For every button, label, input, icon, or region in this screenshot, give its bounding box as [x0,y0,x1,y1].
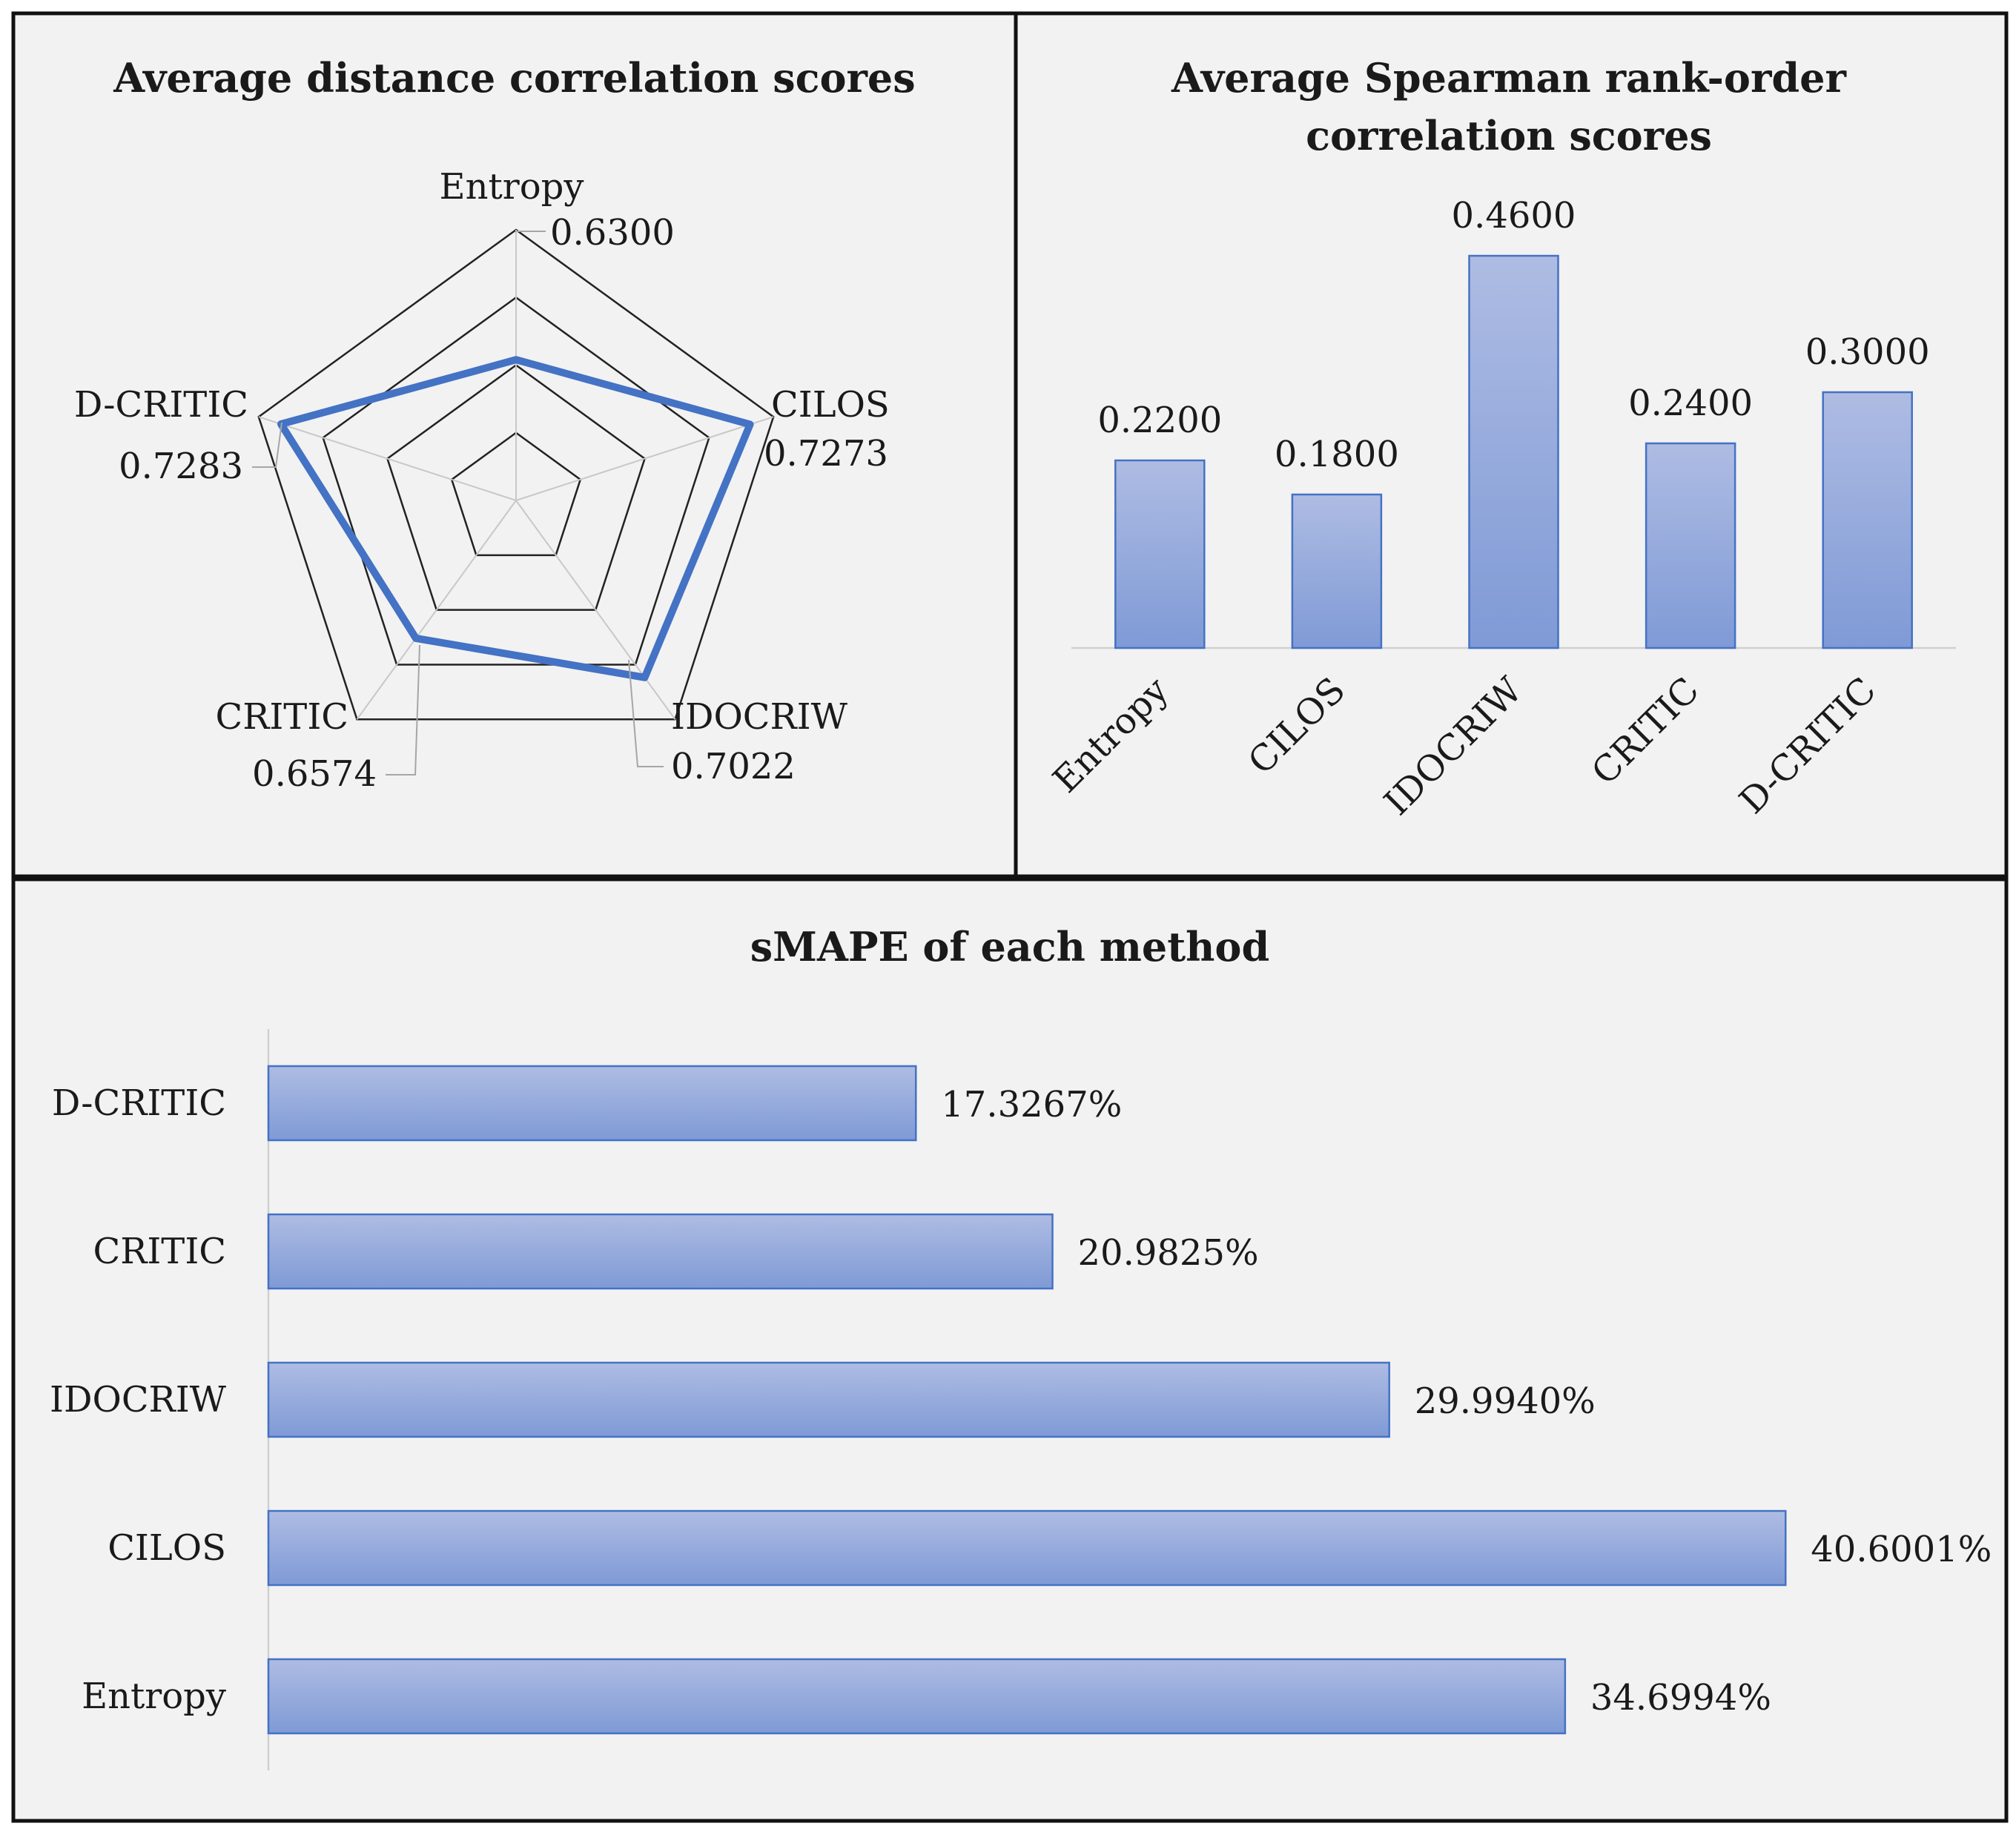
spearman-value-label-cilos: 0.1800 [1275,434,1399,475]
smape-tick-label-d-critic: D-CRITIC [52,1082,226,1124]
radar-title: Average distance correlation scores [113,54,915,102]
smape-value-label-entropy: 34.6994% [1590,1677,1771,1719]
smape-tick-label-entropy: Entropy [82,1676,226,1717]
spearman-bar-idocriw [1468,254,1559,649]
smape-bar-d-critic [267,1065,917,1142]
smape-tick-label-idocriw: IDOCRIW [50,1379,227,1420]
radar-spoke [515,500,676,720]
radar-axis-label-d-critic: D-CRITIC [74,384,248,426]
radar-axis-label-entropy: Entropy [440,166,584,208]
smape-value-label-idocriw: 29.9940% [1415,1380,1596,1422]
smape-tick-label-cilos: CILOS [108,1527,226,1569]
spearman-bar-cilos [1291,493,1383,649]
smape-bar-cilos [267,1509,1787,1587]
spearman-title-line1: Average Spearman rank-order [1171,54,1846,102]
radar-value-label-cilos: 0.7273 [764,433,888,474]
spearman-value-label-critic: 0.2400 [1628,383,1753,424]
spearman-bar-d-critic [1822,391,1913,649]
smape-bar-entropy [267,1658,1567,1735]
radar-grid-ring [322,296,710,666]
radar-axis-label-cilos: CILOS [771,384,890,426]
radar-leader-line [252,422,282,468]
smape-bar-idocriw [267,1361,1390,1438]
smape-value-label-critic: 20.9825% [1078,1232,1259,1274]
radar-grid-ring [257,228,775,721]
radar-spoke [258,416,517,501]
radar-series-line [277,356,754,681]
radar-axis-label-critic: CRITIC [215,696,348,738]
radar-value-label-entropy: 0.6300 [550,212,675,254]
smape-value-label-cilos: 40.6001% [1811,1529,1992,1570]
spearman-value-label-idocriw: 0.4600 [1452,195,1576,237]
radar-spoke [515,416,774,501]
radar-spoke [356,500,517,720]
spearman-bar-critic [1645,442,1736,649]
radar-panel [11,11,1018,879]
smape-tick-label-critic: CRITIC [93,1231,226,1272]
smape-value-label-d-critic: 17.3267% [941,1084,1122,1125]
spearman-value-label-d-critic: 0.3000 [1805,331,1930,373]
radar-leader-line [628,659,664,767]
radar-value-label-d-critic: 0.7283 [119,446,243,487]
radar-axis-label-idocriw: IDOCRIW [671,696,848,738]
spearman-bar-entropy [1114,459,1206,649]
radar-grid-ring [386,363,647,611]
spearman-value-label-entropy: 0.2200 [1097,400,1222,441]
radar-value-label-critic: 0.6574 [252,753,377,795]
smape-title: sMAPE of each method [750,923,1269,970]
smape-bar-critic [267,1213,1054,1290]
radar-value-label-idocriw: 0.7022 [671,746,796,787]
radar-grid-ring [450,431,582,557]
radar-leader-line [386,644,420,775]
spearman-title-line2: correlation scores [1306,112,1712,159]
smape-bar-chart: D-CRITIC 17.3267% CRITIC 20.9825% IDOCRIW 29.… [50,1029,1992,1770]
